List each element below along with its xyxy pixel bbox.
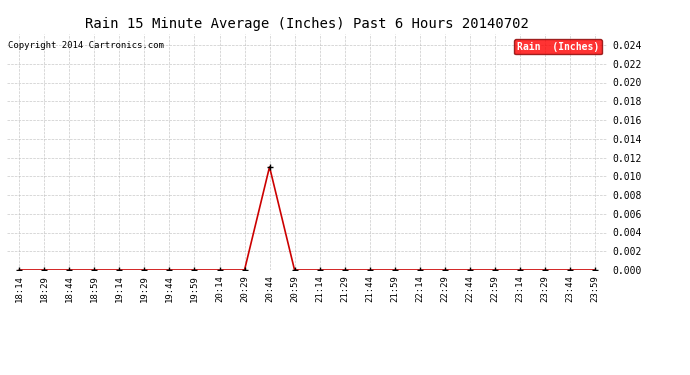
Legend: Rain  (Inches): Rain (Inches) xyxy=(514,39,602,54)
Title: Rain 15 Minute Average (Inches) Past 6 Hours 20140702: Rain 15 Minute Average (Inches) Past 6 H… xyxy=(85,17,529,31)
Text: Copyright 2014 Cartronics.com: Copyright 2014 Cartronics.com xyxy=(8,41,164,50)
